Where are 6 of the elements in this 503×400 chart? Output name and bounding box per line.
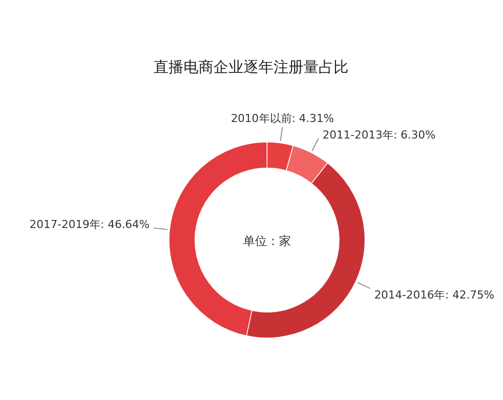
slice-label: 2014-2016年: 42.75% <box>374 288 494 302</box>
slice-label: 2011-2013年: 6.30% <box>322 128 436 142</box>
slice-label: 2010年以前: 4.31% <box>230 112 334 126</box>
slice-label: 2017-2019年: 46.64% <box>30 218 150 231</box>
chart-title: 直播电商企业逐年注册量占比 <box>154 58 348 76</box>
text: 单位：家 <box>243 234 291 248</box>
